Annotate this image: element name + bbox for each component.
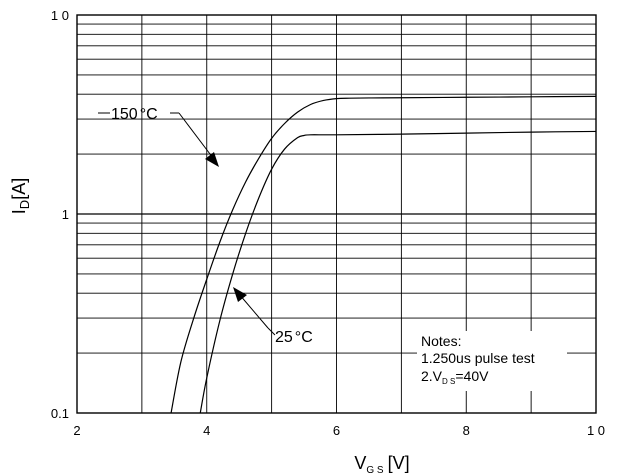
annotation-25c-leader bbox=[267, 327, 276, 336]
grid-minor bbox=[77, 23, 596, 354]
series-line-25c bbox=[199, 130, 597, 414]
x-axis-label: VG S [V] bbox=[354, 453, 409, 476]
tick-labels: 2 4 6 8 1 0 0.1 1 1 0 bbox=[51, 8, 605, 438]
x-tick-label: 8 bbox=[463, 423, 470, 438]
series-layer bbox=[170, 95, 597, 414]
y-tick-label: 1 0 bbox=[51, 8, 69, 23]
y-axis-label: ID[A] bbox=[9, 178, 32, 214]
annotation-150c-arrow-line bbox=[178, 112, 214, 159]
notes-box: Notes: 1.250us pulse test 2.VD S=40V bbox=[417, 331, 567, 391]
notes-background bbox=[417, 331, 567, 391]
annotation-150c: 150 °C bbox=[98, 106, 219, 167]
y-tick-label: 1 bbox=[62, 207, 69, 222]
plot-frame bbox=[76, 14, 597, 414]
x-tick-label: 4 bbox=[203, 423, 210, 438]
x-tick-label: 6 bbox=[333, 423, 340, 438]
grid-major bbox=[77, 15, 596, 413]
x-tick-label: 2 bbox=[73, 423, 80, 438]
annotation-25c: 25 °C bbox=[233, 287, 313, 346]
notes-line-2: 2.VD S=40V bbox=[421, 368, 489, 386]
notes-line-1: 1.250us pulse test bbox=[421, 350, 535, 366]
notes-title: Notes: bbox=[421, 333, 461, 349]
annotation-150c-arrowhead bbox=[205, 152, 219, 167]
annotation-25c-label: 25 °C bbox=[275, 329, 313, 346]
annotation-25c-arrow-line bbox=[238, 293, 269, 329]
annotation-25c-arrowhead bbox=[233, 287, 247, 302]
series-line-150c bbox=[170, 95, 597, 414]
y-tick-label: 0.1 bbox=[51, 406, 69, 421]
x-tick-label: 1 0 bbox=[587, 423, 605, 438]
annotation-150c-label: 150 °C bbox=[111, 106, 158, 123]
